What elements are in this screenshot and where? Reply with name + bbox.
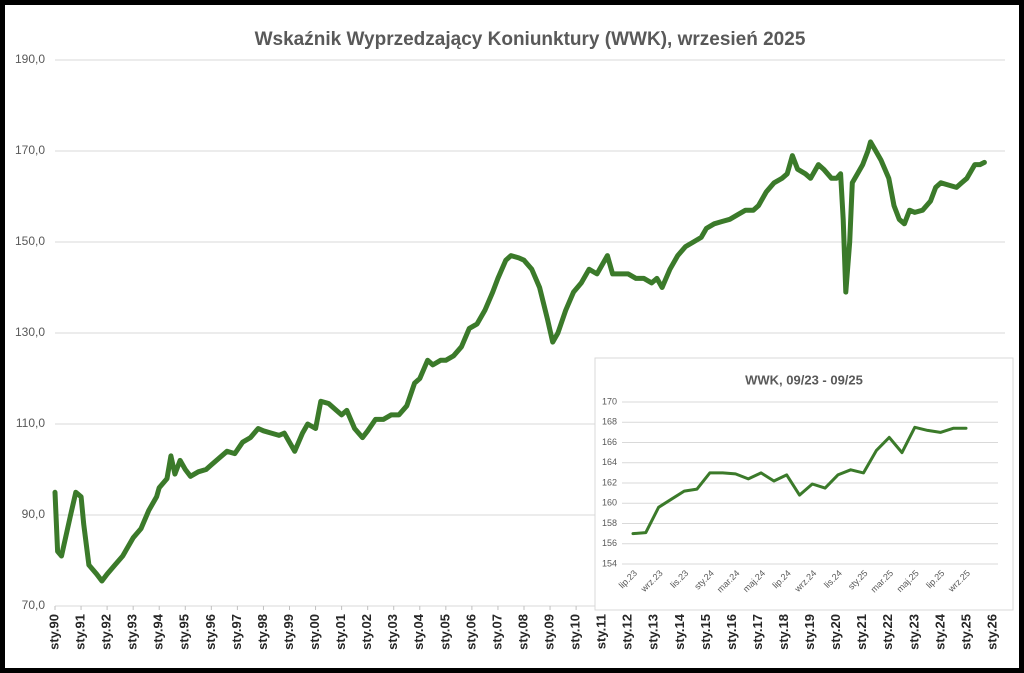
x-tick-label: sty.09 <box>541 614 556 650</box>
x-tick-label: sty.26 <box>984 614 999 650</box>
x-tick-label: sty.18 <box>776 614 791 650</box>
data-line <box>631 425 968 536</box>
x-tick-label: sty.97 <box>229 614 244 650</box>
x-tick-label: sty.02 <box>359 614 374 650</box>
x-tick-label: sty.91 <box>72 614 87 650</box>
y-tick-label: 168 <box>602 417 617 427</box>
x-tick-label: sty.00 <box>307 614 322 650</box>
y-tick-label: 160 <box>602 498 617 508</box>
y-tick-label: 154 <box>602 558 617 568</box>
x-tick-label: sty.22 <box>880 614 895 650</box>
y-tick-label: 90,0 <box>22 507 46 521</box>
y-tick-label: 70,0 <box>22 598 46 612</box>
chart-title: Wskaźnik Wyprzedzający Koniunktury (WWK)… <box>255 29 806 50</box>
x-tick-label: sty.98 <box>255 614 270 650</box>
y-tick-label: 164 <box>602 457 617 467</box>
x-tick-label: sty.12 <box>620 614 635 650</box>
x-tick-label: sty.07 <box>489 614 504 650</box>
x-tick-label: sty.14 <box>672 613 687 650</box>
x-tick-label: sty.13 <box>646 614 661 650</box>
x-tick-label: sty.06 <box>463 614 478 650</box>
x-tick-label: sty.95 <box>177 614 192 650</box>
x-tick-label: sty.17 <box>750 614 765 650</box>
x-tick-label: sty.03 <box>385 614 400 650</box>
y-tick-label: 162 <box>602 477 617 487</box>
x-tick-label: sty.19 <box>802 614 817 650</box>
x-tick-label: sty.96 <box>203 614 218 650</box>
x-tick-label: sty.20 <box>828 614 843 650</box>
x-tick-label: sty.16 <box>724 614 739 650</box>
x-tick-label: sty.08 <box>515 614 530 650</box>
x-tick-label: sty.99 <box>281 614 296 650</box>
inset-frame <box>594 357 1014 611</box>
x-tick-label: sty.15 <box>698 614 713 650</box>
y-tick-label: 130,0 <box>15 325 45 339</box>
data-line <box>52 139 987 584</box>
x-tick-label: sty.90 <box>46 614 61 650</box>
x-tick-label: sty.93 <box>125 614 140 650</box>
x-tick-label: sty.10 <box>568 614 583 650</box>
y-tick-label: 110,0 <box>16 416 45 430</box>
chart-title: WWK, 09/23 - 09/25 <box>745 372 863 387</box>
y-tick-label: 190,0 <box>15 52 45 66</box>
x-tick-label: sty.01 <box>333 614 348 650</box>
y-tick-label: 166 <box>602 437 617 447</box>
y-tick-label: 170,0 <box>15 143 45 157</box>
x-tick-label: sty.92 <box>99 614 114 650</box>
x-tick-label: sty.25 <box>958 614 973 650</box>
y-tick-label: 156 <box>602 538 617 548</box>
x-tick-label: sty.11 <box>594 614 609 649</box>
y-tick-label: 170 <box>602 396 617 406</box>
x-tick-label: sty.04 <box>411 613 426 650</box>
x-tick-label: sty.94 <box>151 613 166 650</box>
x-tick-label: sty.24 <box>932 613 947 650</box>
y-tick-label: 150,0 <box>15 234 45 248</box>
y-tick-label: 158 <box>602 518 617 528</box>
x-tick-label: sty.21 <box>854 614 869 650</box>
x-tick-label: sty.05 <box>437 614 452 650</box>
x-tick-label: sty.23 <box>906 614 921 650</box>
